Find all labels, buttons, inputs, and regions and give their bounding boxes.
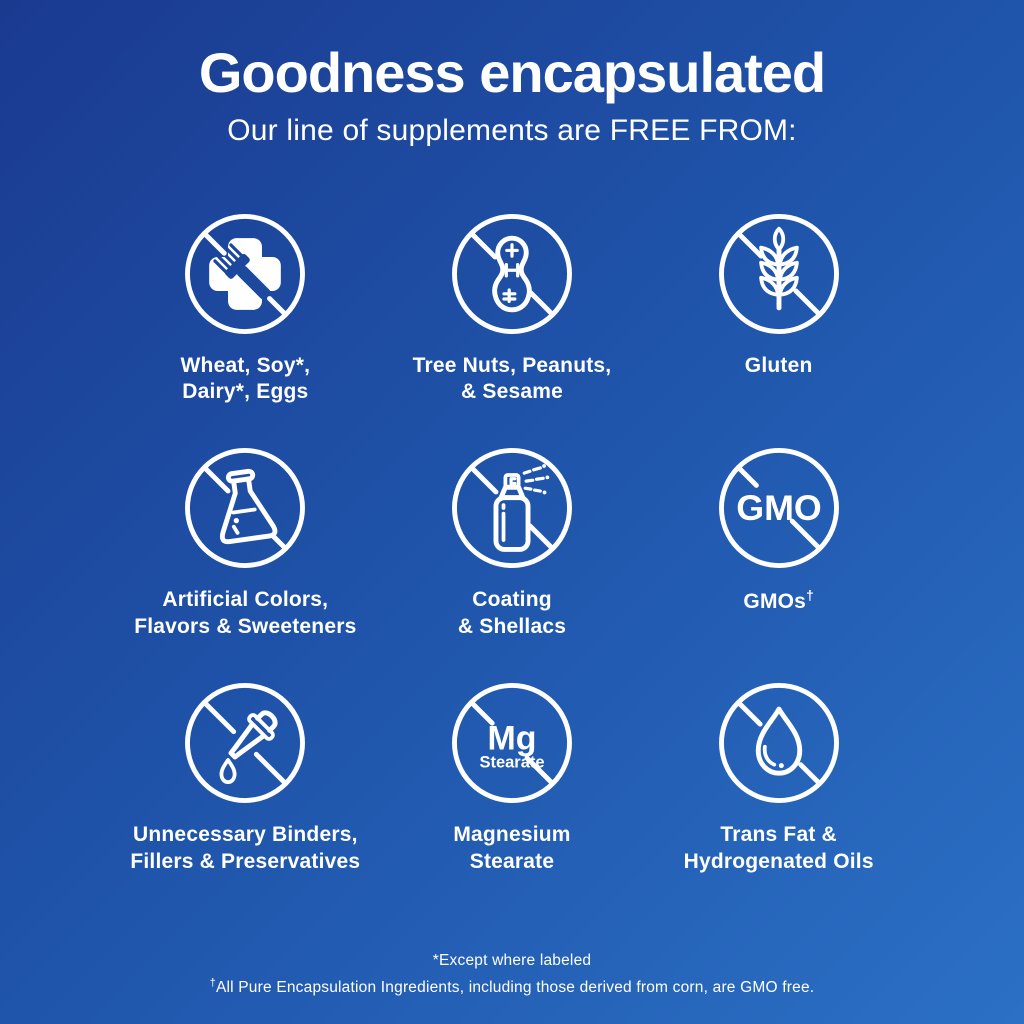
dagger-mark: †: [806, 588, 814, 604]
label-line: Trans Fat &: [720, 823, 837, 847]
footnote-except-where-labeled: *Except where labeled: [432, 952, 592, 969]
free-from-item-gmos: GMO GMOs†: [645, 442, 912, 641]
no-coating-spray-icon: [452, 448, 572, 569]
free-from-item-gluten: Gluten: [645, 208, 912, 407]
free-from-label: Magnesium Stearate: [453, 822, 570, 876]
dagger-mark: †: [209, 977, 216, 990]
no-trans-fat-drop-icon: [718, 683, 839, 804]
label-line: Gluten: [744, 353, 813, 377]
stearate-icon-text: Stearate: [479, 754, 544, 772]
free-from-item-tree-nuts-peanuts-sesame: Tree Nuts, Peanuts, & Sesame: [379, 208, 646, 407]
label-line: Hydrogenated Oils: [683, 849, 874, 873]
free-from-grid: Wheat, Soy*, Dairy*, Eggs: [112, 207, 912, 876]
free-from-item-coating-shellacs: Coating & Shellacs: [379, 442, 646, 641]
footnote-gmo-free: †All Pure Encapsulation Ingredients, inc…: [209, 977, 815, 997]
free-from-label: Artificial Colors, Flavors & Sweeteners: [134, 587, 356, 641]
free-from-item-wheat-soy-dairy-eggs: Wheat, Soy*, Dairy*, Eggs: [112, 207, 379, 407]
no-wheat-soy-dairy-eggs-icon: [179, 207, 312, 340]
label-line: Tree Nuts, Peanuts,: [412, 353, 612, 377]
label-line: Wheat, Soy*,: [180, 353, 311, 377]
free-from-item-magnesium-stearate: Mg Stearate Magnesium Stearate: [379, 677, 646, 876]
footnotes: *Except where labeled †All Pure Encapsul…: [0, 948, 1024, 1002]
label-line: GMOs†: [743, 588, 814, 614]
label-line: Coating: [472, 588, 552, 612]
free-from-label: Unnecessary Binders, Fillers & Preservat…: [130, 822, 360, 876]
free-from-label: Gluten: [745, 353, 813, 380]
free-from-item-artificial-colors-flavors-sweeteners: Artificial Colors, Flavors & Sweeteners: [112, 442, 379, 641]
no-magnesium-stearate-icon: Mg Stearate: [452, 683, 572, 804]
free-from-label: Wheat, Soy*, Dairy*, Eggs: [181, 353, 311, 407]
label-line: Dairy*, Eggs: [182, 380, 309, 404]
poster-header: Goodness encapsulated Our line of supple…: [0, 0, 1024, 148]
label-line: Artificial Colors,: [162, 588, 329, 612]
no-artificial-colors-flask-icon: [185, 448, 306, 569]
mg-icon-text: Mg: [487, 720, 536, 758]
free-from-item-trans-fat-hydrogenated-oils: Trans Fat & Hydrogenated Oils: [645, 677, 912, 876]
label-line: Fillers & Preservatives: [130, 849, 361, 873]
label-line: Unnecessary Binders,: [133, 823, 358, 847]
no-gmo-icon: GMO: [718, 448, 839, 569]
free-from-label: GMOs†: [743, 587, 813, 616]
free-from-item-unnecessary-binders-fillers-preservatives: Unnecessary Binders, Fillers & Preservat…: [112, 677, 379, 876]
label-line: Flavors & Sweeteners: [134, 615, 357, 639]
free-from-label: Tree Nuts, Peanuts, & Sesame: [413, 353, 612, 407]
label-line: & Sesame: [460, 380, 563, 404]
free-from-label: Trans Fat & Hydrogenated Oils: [684, 822, 874, 876]
label-line: Stearate: [469, 849, 555, 873]
no-binders-dropper-icon: [185, 683, 306, 804]
gmo-icon-text: GMO: [736, 489, 822, 529]
page-title: Goodness encapsulated: [198, 41, 826, 104]
label-line: & Shellacs: [457, 615, 567, 639]
free-from-label: Coating & Shellacs: [458, 587, 566, 641]
no-gluten-wheat-icon: [718, 213, 839, 334]
no-peanut-icon: [452, 213, 572, 334]
label-line: Magnesium: [453, 823, 571, 847]
page-subtitle: Our line of supplements are FREE FROM:: [227, 113, 797, 147]
